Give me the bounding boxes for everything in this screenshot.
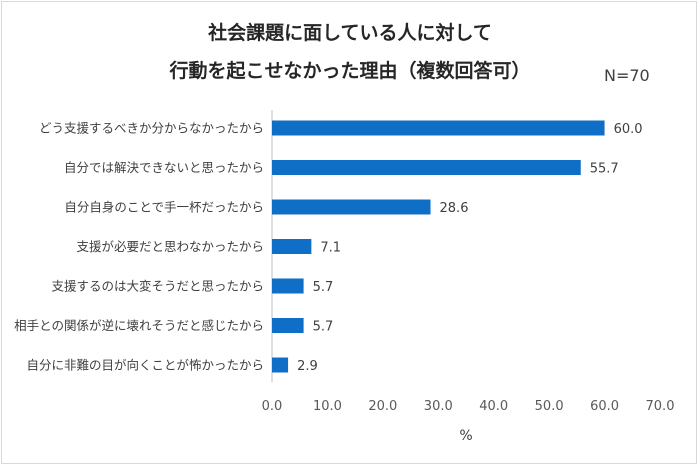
x-tick-label: 0.0	[262, 399, 283, 414]
data-label: 2.9	[297, 359, 318, 374]
data-label: 5.7	[313, 320, 334, 335]
bar	[272, 160, 581, 175]
sample-size-label: N=70	[604, 66, 650, 85]
chart-title-line-1: 社会課題に面している人に対して	[208, 22, 492, 44]
category-label: 相手との関係が逆に壊れそうだと感じたから	[14, 318, 264, 333]
data-label: 55.7	[590, 162, 619, 177]
x-axis-label: %	[459, 428, 472, 444]
category-label: どう支援するべきか分からなかったから	[39, 121, 264, 136]
category-label: 自分に非難の目が向くことが怖かったから	[26, 358, 264, 373]
x-tick-label: 20.0	[368, 399, 397, 414]
x-tick-label: 10.0	[313, 399, 342, 414]
x-tick-label: 50.0	[535, 399, 564, 414]
chart-title-line-2: 行動を起こせなかった理由（複数回答可）	[169, 60, 531, 82]
x-tick-label: 70.0	[646, 399, 675, 414]
data-label: 7.1	[320, 241, 341, 256]
category-label: 支援するのは大変そうだと思ったから	[51, 279, 264, 294]
bar	[272, 357, 289, 373]
data-label: 5.7	[313, 280, 334, 295]
category-label: 自分では解決できないと思ったから	[64, 160, 264, 175]
category-label: 自分自身のことで手一杯だったから	[64, 200, 264, 215]
x-tick-label: 40.0	[479, 399, 508, 414]
bar	[272, 278, 304, 294]
bar	[272, 120, 605, 136]
bar	[272, 239, 312, 254]
x-tick-label: 30.0	[424, 399, 453, 414]
data-label: 28.6	[440, 201, 469, 216]
bar	[272, 199, 431, 215]
x-tick-label: 60.0	[590, 399, 619, 414]
bar	[272, 318, 304, 333]
data-label: 60.0	[614, 122, 643, 137]
category-label: 支援が必要だと思わなかったから	[76, 239, 264, 254]
